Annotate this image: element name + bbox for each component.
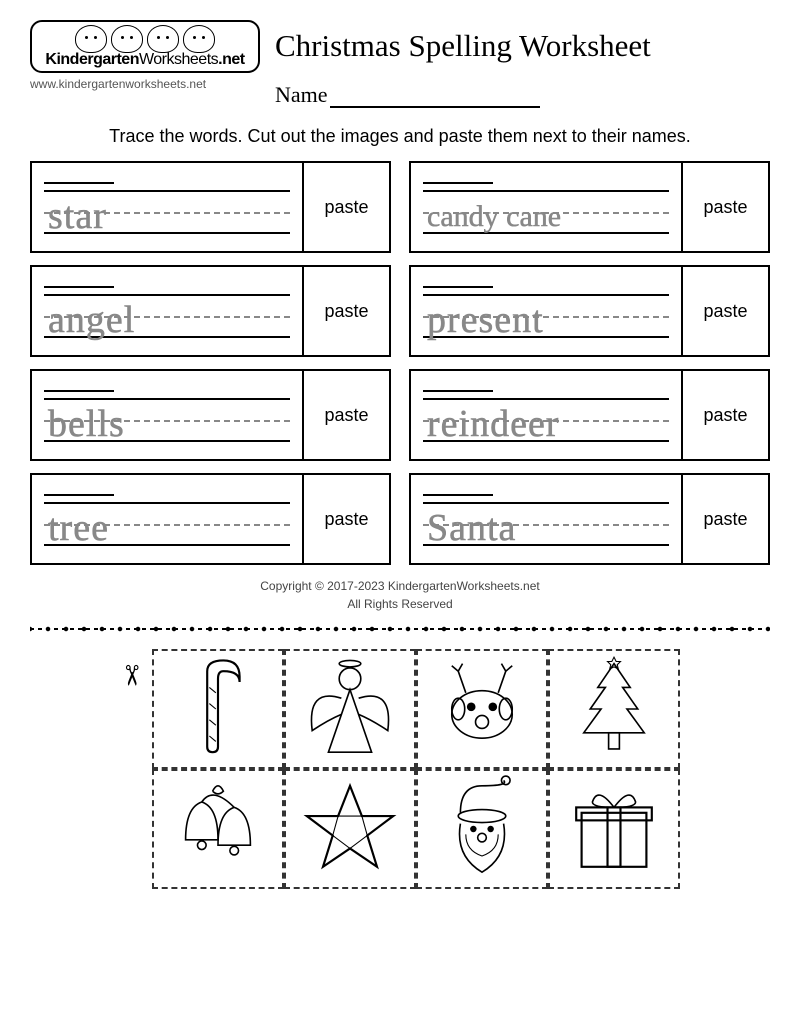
trace-cell-candycane: candy cane paste [409, 161, 770, 253]
name-blank-line[interactable] [330, 106, 540, 108]
writing-lines: star [44, 190, 290, 234]
name-field: Name [275, 82, 770, 108]
candy-cane-icon [158, 655, 278, 763]
paste-area[interactable]: paste [683, 163, 768, 251]
trace-cell-present: present paste [409, 265, 770, 357]
logo-thin: Worksheets [139, 51, 218, 68]
cutout-bells[interactable] [152, 769, 284, 889]
child-face-icon [75, 25, 107, 53]
trace-word: star [48, 197, 107, 235]
trace-area[interactable]: present [411, 267, 683, 355]
trace-word: bells [48, 405, 125, 443]
trace-cell-angel: angel paste [30, 265, 391, 357]
trace-area[interactable]: reindeer [411, 371, 683, 459]
paste-area[interactable]: paste [304, 163, 389, 251]
trace-word: Santa [427, 509, 516, 547]
writing-lines: bells [44, 398, 290, 442]
cutout-present[interactable] [548, 769, 680, 889]
paste-area[interactable]: paste [683, 475, 768, 563]
cutout-section: ✂ [30, 649, 770, 889]
child-face-icon [183, 25, 215, 53]
trace-area[interactable]: star [32, 163, 304, 251]
guide-line [423, 182, 493, 184]
instructions: Trace the words. Cut out the images and … [30, 126, 770, 147]
logo-faces [75, 25, 215, 53]
paste-area[interactable]: paste [304, 371, 389, 459]
cutout-tree[interactable] [548, 649, 680, 769]
trace-cell-reindeer: reindeer paste [409, 369, 770, 461]
guide-line [44, 286, 114, 288]
writing-lines: angel [44, 294, 290, 338]
trace-area[interactable]: bells [32, 371, 304, 459]
copyright-line1: Copyright © 2017-2023 KindergartenWorksh… [30, 577, 770, 595]
trace-word: present [427, 301, 544, 339]
writing-lines: Santa [423, 502, 669, 546]
cutout-reindeer[interactable] [416, 649, 548, 769]
guide-line [423, 494, 493, 496]
trace-cell-star: star paste [30, 161, 391, 253]
guide-line [44, 390, 114, 392]
paste-area[interactable]: paste [304, 475, 389, 563]
trace-word: reindeer [427, 405, 559, 443]
writing-lines: candy cane [423, 190, 669, 234]
trace-word: candy cane [427, 202, 561, 232]
title-area: Christmas Spelling Worksheet Name [275, 20, 770, 108]
trace-area[interactable]: angel [32, 267, 304, 355]
writing-lines: reindeer [423, 398, 669, 442]
trace-area[interactable]: tree [32, 475, 304, 563]
logo-suffix: .net [218, 51, 244, 68]
logo-bold: Kindergarten [45, 51, 139, 68]
star-icon [290, 775, 410, 883]
logo-area: KindergartenWorksheets.net www.kindergar… [30, 20, 260, 91]
cutout-candy-cane[interactable] [152, 649, 284, 769]
child-face-icon [111, 25, 143, 53]
reindeer-icon [422, 655, 542, 763]
guide-line [423, 390, 493, 392]
logo-box: KindergartenWorksheets.net [30, 20, 260, 73]
paste-area[interactable]: paste [683, 371, 768, 459]
logo-text: KindergartenWorksheets.net [45, 51, 244, 69]
trace-word: tree [48, 509, 109, 547]
angel-icon [290, 655, 410, 763]
guide-line [44, 494, 114, 496]
trace-area[interactable]: Santa [411, 475, 683, 563]
trace-word: angel [48, 301, 135, 339]
trace-cell-santa: Santa paste [409, 473, 770, 565]
name-label: Name [275, 82, 328, 107]
cutout-star[interactable] [284, 769, 416, 889]
trace-area[interactable]: candy cane [411, 163, 683, 251]
cutout-santa[interactable] [416, 769, 548, 889]
writing-lines: present [423, 294, 669, 338]
website-url: www.kindergartenworksheets.net [30, 77, 260, 91]
guide-line [423, 286, 493, 288]
copyright-line2: All Rights Reserved [30, 595, 770, 613]
child-face-icon [147, 25, 179, 53]
trace-cell-tree: tree paste [30, 473, 391, 565]
paste-area[interactable]: paste [683, 267, 768, 355]
bells-icon [158, 775, 278, 883]
writing-lines: tree [44, 502, 290, 546]
trace-grid: star paste candy cane paste angel paste … [30, 161, 770, 565]
decorative-divider [30, 623, 770, 635]
guide-line [44, 182, 114, 184]
santa-icon [422, 775, 542, 883]
copyright: Copyright © 2017-2023 KindergartenWorksh… [30, 577, 770, 613]
present-icon [554, 775, 674, 883]
header: KindergartenWorksheets.net www.kindergar… [30, 20, 770, 108]
cutout-angel[interactable] [284, 649, 416, 769]
paste-area[interactable]: paste [304, 267, 389, 355]
trace-cell-bells: bells paste [30, 369, 391, 461]
tree-icon [554, 655, 674, 763]
scissors-icon: ✂ [116, 664, 149, 687]
worksheet-title: Christmas Spelling Worksheet [275, 28, 770, 64]
cutout-grid [152, 649, 680, 889]
